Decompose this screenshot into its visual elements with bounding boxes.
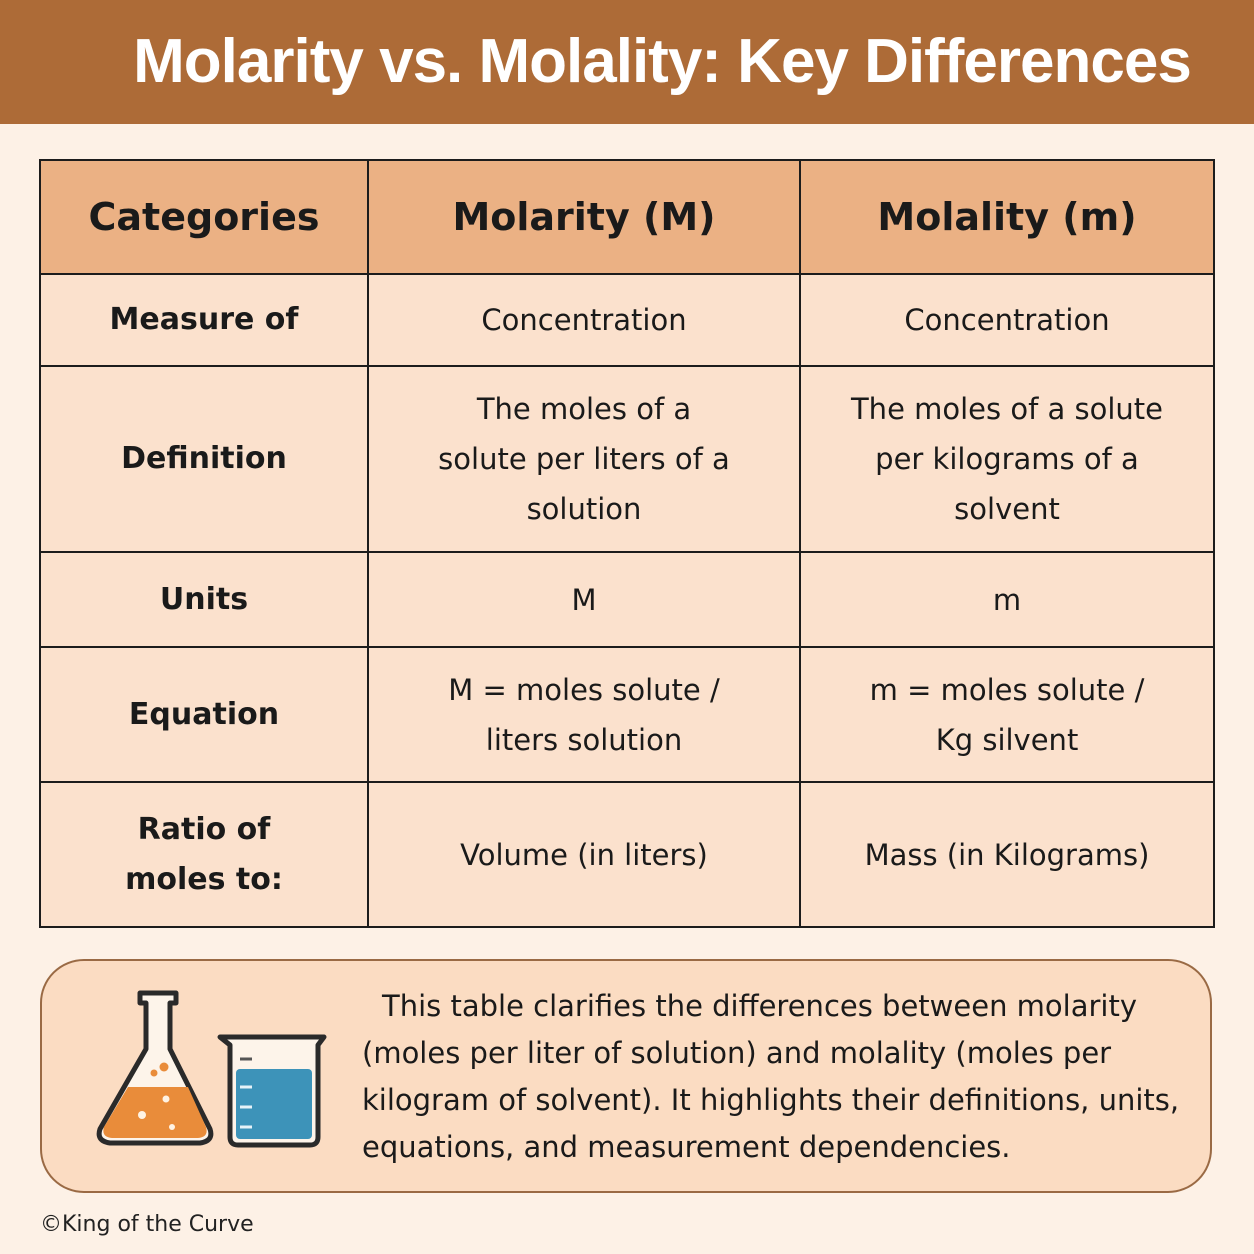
molality-cell: m [799,551,1215,648]
molarity-cell: M [367,551,801,648]
molarity-equation: M = moles solute / liters solution [448,672,720,757]
header-molality: Molality (m) [799,159,1215,275]
row-category: Units [39,551,369,648]
molality-equation: m = moles solute / Kg silvent [869,672,1145,757]
molality-cell: Mass (in Kilograms) [799,781,1215,928]
molarity-definition: The moles of a solute per liters of a so… [438,392,730,526]
summary-text: This table clarifies the differences bet… [362,989,1180,1164]
table-row: Ratio of moles to: Volume (in liters) Ma… [39,781,1215,928]
molality-cell: The moles of a solute per kilograms of a… [799,365,1215,553]
molarity-cell: Volume (in liters) [367,781,801,928]
row-category: Ratio of moles to: [39,781,369,928]
title-banner: Molarity vs. Molality: Key Differences [0,0,1254,124]
table-row: Units M m [39,551,1215,648]
row-category: Measure of [39,273,369,367]
row-category: Definition [39,365,369,553]
copyright-notice: ©King of the Curve [40,1212,254,1237]
molarity-cell: Concentration [367,273,801,367]
molality-cell: Concentration [799,273,1215,367]
page-title: Molarity vs. Molality: Key Differences [133,27,1192,96]
flask-icon [96,990,214,1146]
comparison-table: Categories Molarity (M) Molality (m) Mea… [39,159,1215,928]
row-category: Equation [39,646,369,783]
table-row: Definition The moles of a solute per lit… [39,365,1215,553]
ratio-label: Ratio of moles to: [125,811,283,897]
header-categories: Categories [39,159,369,275]
molality-definition: The moles of a solute per kilograms of a… [850,392,1164,526]
lab-glassware-illustration [96,990,327,1148]
table-row: Equation M = moles solute / liters solut… [39,646,1215,783]
table-row: Measure of Concentration Concentration [39,273,1215,367]
beaker-icon [217,1034,327,1148]
summary-box: This table clarifies the differences bet… [40,959,1212,1193]
molarity-cell: M = moles solute / liters solution [367,646,801,783]
header-molarity: Molarity (M) [367,159,801,275]
molality-cell: m = moles solute / Kg silvent [799,646,1215,783]
molarity-cell: The moles of a solute per liters of a so… [367,365,801,553]
table-header-row: Categories Molarity (M) Molality (m) [39,159,1215,275]
